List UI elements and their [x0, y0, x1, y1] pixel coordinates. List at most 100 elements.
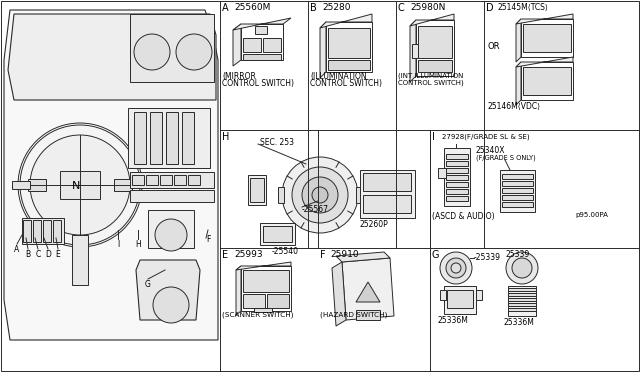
- Bar: [412, 44, 418, 58]
- Text: (SCANNER SWITCH): (SCANNER SWITCH): [222, 312, 294, 318]
- Bar: [114, 179, 132, 191]
- Bar: [447, 290, 473, 308]
- Bar: [502, 188, 533, 193]
- Polygon shape: [4, 10, 218, 340]
- Bar: [521, 62, 573, 100]
- Text: C: C: [35, 250, 40, 259]
- Text: G: G: [145, 280, 151, 289]
- Polygon shape: [342, 258, 394, 320]
- Text: p95.00PA: p95.00PA: [575, 212, 608, 218]
- Bar: [128, 108, 210, 168]
- Bar: [130, 14, 214, 82]
- Text: 25336M: 25336M: [504, 318, 535, 327]
- Text: (HAZARD SWITCH): (HAZARD SWITCH): [320, 312, 387, 318]
- Bar: [23, 220, 31, 242]
- Bar: [22, 218, 64, 244]
- Bar: [508, 303, 536, 306]
- Text: E: E: [56, 250, 60, 259]
- Text: 25336M: 25336M: [438, 316, 469, 325]
- Bar: [12, 181, 30, 189]
- Bar: [521, 19, 573, 57]
- Circle shape: [312, 187, 328, 203]
- Bar: [166, 112, 178, 164]
- Text: I: I: [432, 132, 435, 142]
- Polygon shape: [233, 18, 291, 30]
- Text: 25280: 25280: [322, 3, 351, 12]
- Bar: [502, 202, 533, 207]
- Circle shape: [440, 252, 472, 284]
- Bar: [502, 195, 533, 200]
- Bar: [446, 175, 468, 180]
- Bar: [363, 195, 411, 213]
- Bar: [502, 181, 533, 186]
- Polygon shape: [8, 14, 216, 100]
- Text: B: B: [26, 250, 31, 259]
- Bar: [278, 187, 284, 203]
- Text: E: E: [222, 250, 228, 260]
- Text: F: F: [320, 250, 326, 260]
- Text: 25340X: 25340X: [476, 146, 506, 155]
- Polygon shape: [320, 14, 372, 28]
- Text: (MIRROR: (MIRROR: [222, 72, 256, 81]
- Text: 25993: 25993: [234, 250, 262, 259]
- Text: -25540: -25540: [272, 247, 299, 256]
- Circle shape: [512, 258, 532, 278]
- Bar: [523, 67, 571, 95]
- Bar: [444, 286, 476, 314]
- Bar: [60, 171, 100, 199]
- Bar: [132, 175, 144, 185]
- Bar: [328, 28, 370, 58]
- Bar: [418, 60, 452, 72]
- Circle shape: [176, 34, 212, 70]
- Circle shape: [134, 34, 170, 70]
- Bar: [134, 112, 146, 164]
- Text: -25567: -25567: [302, 205, 329, 214]
- Bar: [243, 38, 261, 52]
- Bar: [241, 266, 291, 311]
- Text: 27928(F/GRADE SL & SE): 27928(F/GRADE SL & SE): [442, 133, 530, 140]
- Text: 25339: 25339: [506, 250, 531, 259]
- Circle shape: [451, 263, 461, 273]
- Bar: [502, 174, 533, 179]
- Bar: [248, 175, 266, 205]
- Bar: [188, 175, 200, 185]
- Text: B: B: [310, 3, 317, 13]
- Bar: [263, 38, 281, 52]
- Bar: [53, 220, 61, 242]
- Bar: [130, 172, 214, 188]
- Bar: [508, 308, 536, 311]
- Bar: [360, 170, 415, 218]
- Polygon shape: [236, 266, 241, 315]
- Bar: [508, 298, 536, 301]
- Bar: [72, 235, 88, 285]
- Text: 25145M⟨TCS⟩: 25145M⟨TCS⟩: [498, 3, 549, 12]
- Bar: [326, 22, 372, 72]
- Polygon shape: [336, 252, 390, 262]
- Bar: [243, 54, 281, 60]
- Circle shape: [282, 157, 358, 233]
- Bar: [416, 20, 454, 76]
- Bar: [446, 182, 468, 187]
- Polygon shape: [236, 262, 291, 270]
- Text: I: I: [117, 240, 119, 249]
- Text: 25980N: 25980N: [410, 3, 445, 12]
- Bar: [263, 226, 292, 242]
- Bar: [440, 290, 446, 300]
- Bar: [356, 310, 380, 320]
- Polygon shape: [136, 260, 200, 320]
- Bar: [328, 60, 370, 70]
- Bar: [148, 210, 194, 248]
- Polygon shape: [410, 14, 454, 26]
- Polygon shape: [516, 14, 573, 24]
- Text: (F/GRADE S ONLY): (F/GRADE S ONLY): [476, 154, 536, 160]
- Bar: [28, 179, 46, 191]
- Text: 25910: 25910: [330, 250, 358, 259]
- Polygon shape: [356, 282, 380, 302]
- Polygon shape: [233, 24, 241, 66]
- Bar: [418, 26, 452, 58]
- Text: H: H: [135, 240, 141, 249]
- Polygon shape: [320, 22, 326, 78]
- Circle shape: [302, 177, 338, 213]
- Bar: [446, 196, 468, 201]
- Text: (ILLUMINATION: (ILLUMINATION: [310, 72, 367, 81]
